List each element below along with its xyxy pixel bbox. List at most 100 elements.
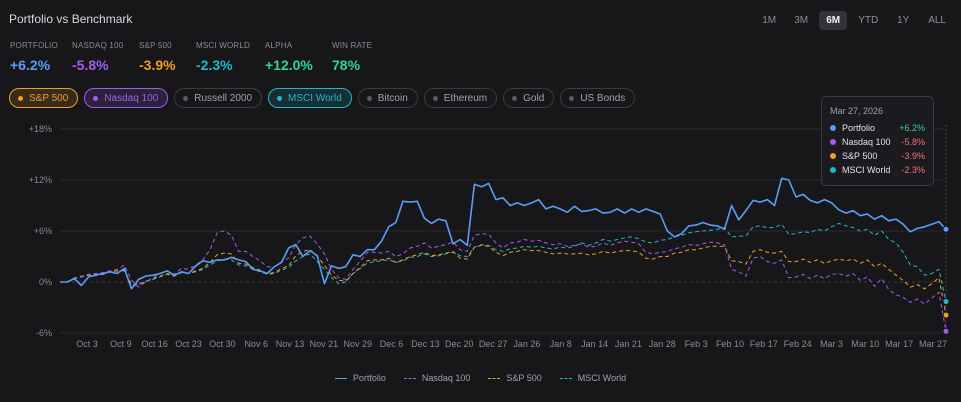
y-tick-label: 0%	[39, 277, 52, 287]
chip-ethereum[interactable]: Ethereum	[423, 88, 498, 108]
x-tick-label: Nov 29	[343, 339, 372, 349]
x-tick-label: Oct 16	[141, 339, 168, 349]
series-dot-icon	[830, 125, 836, 131]
x-tick-label: Feb 10	[716, 339, 744, 349]
tooltip-series-value: -5.8%	[901, 137, 925, 147]
chip-sp500[interactable]: S&P 500	[9, 88, 79, 108]
range-ytd[interactable]: YTD	[858, 15, 879, 26]
legend-item-portfolio[interactable]: Portfolio	[334, 373, 386, 383]
benchmark-chips: S&P 500 Nasdaq 100 Russell 2000 MSCI Wor…	[9, 88, 636, 108]
tooltip-date: Mar 27, 2026	[830, 106, 884, 116]
legend-line-icon	[403, 377, 416, 379]
tooltip-series-name: Portfolio	[842, 123, 876, 133]
chip-label: Ethereum	[443, 92, 488, 104]
y-tick-label: +6%	[34, 226, 52, 236]
chip-label: US Bonds	[580, 92, 626, 104]
tooltip-row-nasdaq: Nasdaq 100 -5.8%	[830, 135, 925, 149]
x-tick-label: Nov 21	[310, 339, 339, 349]
stat-value: +6.2%	[10, 57, 51, 73]
range-all[interactable]: ALL	[928, 15, 946, 26]
chip-label: MSCI World	[288, 92, 342, 104]
chip-nasdaq-100[interactable]: Nasdaq 100	[84, 88, 169, 108]
tooltip-series-value: +6.2%	[899, 123, 925, 133]
end-marker-nasdaq-100	[942, 327, 950, 335]
series-dot-icon	[830, 167, 836, 173]
range-1m[interactable]: 1M	[762, 15, 777, 26]
chip-dot-icon	[366, 95, 372, 101]
x-tick-label: Oct 3	[76, 339, 98, 349]
stats-row: PORTFOLIO +6.2% NASDAQ 100 -5.8% S&P 500…	[10, 41, 392, 73]
tooltip-series-value: -3.9%	[901, 151, 925, 161]
stat-msci: MSCI WORLD -2.3%	[196, 41, 265, 73]
x-tick-label: Nov 13	[276, 339, 305, 349]
x-tick-label: Nov 6	[244, 339, 268, 349]
tooltip-series-name: S&P 500	[842, 151, 878, 161]
series-line-msci-world	[60, 222, 947, 302]
series-line-portfolio	[60, 177, 947, 290]
range-1y[interactable]: 1Y	[897, 15, 910, 26]
stat-value: -3.9%	[139, 57, 176, 73]
x-tick-label: Mar 17	[885, 339, 913, 349]
x-tick-label: Mar 3	[820, 339, 843, 349]
range-selector: 1M 3M 6M YTD 1Y ALL	[755, 11, 953, 30]
x-tick-label: Mar 10	[851, 339, 879, 349]
end-marker-msci-world	[942, 298, 950, 306]
legend-label: MSCI World	[577, 373, 627, 383]
x-tick-label: Feb 24	[784, 339, 812, 349]
stat-label: NASDAQ 100	[72, 41, 124, 50]
tooltip-series-value: -2.3%	[901, 165, 925, 175]
legend-line-icon	[334, 377, 347, 379]
series-line-s-p-500	[60, 244, 947, 316]
chip-bitcoin[interactable]: Bitcoin	[357, 88, 418, 108]
x-tick-label: Dec 27	[479, 339, 508, 349]
stat-nasdaq: NASDAQ 100 -5.8%	[72, 41, 139, 73]
series-dot-icon	[830, 153, 836, 159]
chart-tooltip: Mar 27, 2026 Portfolio +6.2% Nasdaq 100 …	[821, 96, 934, 186]
y-tick-label: +12%	[29, 175, 52, 185]
end-marker-s-p-500	[942, 311, 950, 319]
chip-dot-icon	[93, 95, 99, 101]
chip-us-bonds[interactable]: US Bonds	[560, 88, 636, 108]
legend-item-msci[interactable]: MSCI World	[559, 373, 627, 383]
x-tick-label: Oct 9	[110, 339, 132, 349]
stat-portfolio: PORTFOLIO +6.2%	[10, 41, 72, 73]
chip-label: Nasdaq 100	[104, 92, 159, 104]
legend-item-nasdaq[interactable]: Nasdaq 100	[403, 373, 471, 383]
chip-dot-icon	[18, 95, 23, 101]
chip-dot-icon	[512, 95, 518, 101]
chart-legend: Portfolio Nasdaq 100 S&P 500 MSCI World	[0, 373, 961, 383]
y-tick-label: +18%	[29, 124, 52, 134]
stat-value: 78%	[332, 57, 361, 73]
chip-label: Russell 2000	[194, 92, 253, 104]
range-6m[interactable]: 6M	[819, 11, 848, 30]
end-marker-portfolio	[942, 225, 950, 233]
x-tick-label: Oct 30	[209, 339, 236, 349]
legend-item-sp500[interactable]: S&P 500	[488, 373, 542, 383]
chip-msci-world[interactable]: MSCI World	[268, 88, 352, 108]
x-tick-label: Oct 23	[175, 339, 202, 349]
stat-sp500: S&P 500 -3.9%	[139, 41, 196, 73]
y-tick-label: -6%	[36, 328, 52, 338]
stat-win-rate: WIN RATE 78%	[332, 41, 392, 73]
chip-gold[interactable]: Gold	[503, 88, 555, 108]
chip-dot-icon	[432, 95, 438, 101]
legend-label: Portfolio	[352, 373, 386, 383]
stat-value: -5.8%	[72, 57, 109, 73]
x-tick-label: Dec 6	[380, 339, 404, 349]
tooltip-row-portfolio: Portfolio +6.2%	[830, 121, 925, 135]
chip-dot-icon	[277, 95, 283, 101]
x-tick-label: Dec 13	[411, 339, 440, 349]
legend-line-icon	[488, 377, 501, 379]
tooltip-series-name: MSCI World	[842, 165, 891, 175]
legend-label: Nasdaq 100	[421, 373, 471, 383]
range-3m[interactable]: 3M	[794, 15, 809, 26]
stat-label: ALPHA	[265, 41, 293, 50]
chip-russell-2000[interactable]: Russell 2000	[174, 88, 263, 108]
legend-label: S&P 500	[506, 373, 542, 383]
chip-label: S&P 500	[29, 92, 69, 104]
x-tick-label: Mar 27	[919, 339, 947, 349]
tooltip-row-msci: MSCI World -2.3%	[830, 163, 925, 177]
x-tick-label: Jan 28	[649, 339, 676, 349]
chip-dot-icon	[569, 95, 575, 101]
